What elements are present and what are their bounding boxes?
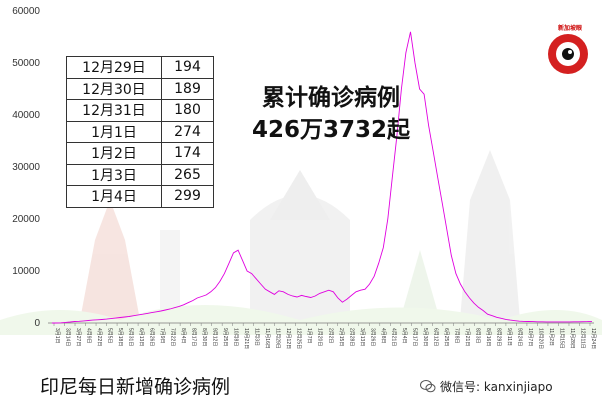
y-tick-label: 60000: [12, 6, 40, 17]
wechat-label: 微信号: kanxinjiapo: [440, 380, 553, 394]
x-tick-label: 12月11日: [579, 328, 585, 349]
x-tick-label: 7月9日: [159, 328, 165, 344]
y-tick-label: 10000: [12, 266, 40, 277]
x-tick-label: 8月3日: [474, 328, 480, 344]
x-tick-label: 6月12日: [432, 328, 438, 346]
x-tick-label: 11月29日: [275, 328, 281, 349]
table-cell-count: 189: [161, 77, 214, 100]
x-tick-label: 9月24日: [516, 328, 522, 346]
table-cell-date: 12月29日: [66, 56, 162, 79]
x-axis: 3月1日 3月14日 3月27日 4月9日 4月22日 5月5日 5月18日 5月31日 6月1…: [53, 323, 596, 349]
y-tick-label: 20000: [12, 214, 40, 225]
x-tick-label: 5月18日: [117, 328, 123, 346]
table-row: 1月3日 265: [66, 163, 214, 186]
x-tick-label: 11月3日: [254, 328, 260, 346]
table-cell-count: 180: [161, 99, 214, 122]
wechat-id: 微信号: kanxinjiapo: [420, 378, 553, 395]
x-tick-label: 10月20日: [537, 328, 543, 349]
table-cell-count: 299: [161, 185, 214, 208]
table-cell-date: 12月30日: [66, 77, 162, 100]
table-cell-date: 1月3日: [66, 163, 162, 186]
x-tick-label: 9月12日: [212, 328, 218, 346]
x-tick-label: 11月28日: [569, 328, 575, 349]
table-row: 1月1日 274: [66, 120, 214, 143]
table-cell-count: 274: [161, 120, 214, 143]
x-tick-label: 6月13日: [138, 328, 144, 346]
x-tick-label: 5月31日: [128, 328, 134, 346]
x-tick-label: 9月11日: [506, 328, 512, 346]
x-tick-label: 12月25日: [296, 328, 302, 349]
y-tick-label: 50000: [12, 58, 40, 69]
table-cell-date: 1月2日: [66, 142, 162, 165]
x-tick-label: 3月1日: [54, 328, 60, 344]
recent-cases-table: 12月29日 194 12月30日 189 12月31日 180 1月1日 274 1月2日 17…: [66, 56, 214, 208]
x-tick-label: 12月24日: [590, 328, 596, 349]
x-tick-label: 4月9日: [86, 328, 92, 344]
x-tick-label: 1月7日: [306, 328, 312, 344]
x-tick-label: 7月8日: [453, 328, 459, 344]
headline: 累计确诊病例 426万3732起: [236, 82, 426, 146]
table-row: 1月4日 299: [66, 185, 214, 208]
y-tick-label: 30000: [12, 162, 40, 173]
x-tick-label: 5月4日: [401, 328, 407, 344]
y-axis: 0 10000 20000 30000 40000 50000 60000: [12, 6, 594, 329]
x-tick-label: 9月25日: [222, 328, 228, 346]
x-tick-label: 5月5日: [107, 328, 113, 344]
x-tick-label: 3月14日: [65, 328, 71, 346]
x-tick-label: 5月17日: [411, 328, 417, 346]
headline-line1: 累计确诊病例: [262, 85, 400, 111]
table-cell-date: 12月31日: [66, 99, 162, 122]
table-cell-date: 1月1日: [66, 120, 162, 143]
x-tick-label: 12月12日: [285, 328, 291, 349]
x-tick-label: 7月21日: [464, 328, 470, 346]
x-tick-label: 10月21日: [243, 328, 249, 349]
x-tick-label: 8月17日: [191, 328, 197, 346]
table-row: 1月2日 174: [66, 142, 214, 165]
x-tick-label: 11月16日: [264, 328, 270, 349]
table-row: 12月31日 180: [66, 99, 214, 122]
x-tick-label: 6月25日: [443, 328, 449, 346]
chart-caption: 印尼每日新增确诊病例: [40, 376, 231, 398]
x-tick-label: 7月22日: [170, 328, 176, 346]
x-tick-label: 10月8日: [233, 328, 239, 346]
x-tick-label: 11月2日: [548, 328, 554, 346]
table-row: 12月29日 194: [66, 56, 214, 79]
y-tick-label: 0: [34, 318, 40, 329]
x-tick-label: 11月15日: [558, 328, 564, 349]
wechat-icon: [420, 380, 436, 393]
x-tick-label: 8月16日: [485, 328, 491, 346]
x-tick-label: 4月21日: [390, 328, 396, 346]
x-tick-label: 5月30日: [422, 328, 428, 346]
y-tick-label: 40000: [12, 110, 40, 121]
x-tick-label: 2月2日: [327, 328, 333, 344]
x-tick-label: 8月4日: [180, 328, 186, 344]
table-cell-count: 265: [161, 163, 214, 186]
x-tick-label: 3月26日: [369, 328, 375, 346]
x-tick-label: 6月26日: [149, 328, 155, 346]
series-line-new-cases: [52, 31, 593, 324]
logo: 新加坡眼: [548, 24, 588, 74]
x-tick-label: 8月29日: [495, 328, 501, 346]
x-tick-label: 4月8日: [380, 328, 386, 344]
x-tick-label: 2月28日: [348, 328, 354, 346]
x-tick-label: 10月7日: [527, 328, 533, 346]
x-tick-label: 4月22日: [96, 328, 102, 346]
table-cell-date: 1月4日: [66, 185, 162, 208]
x-tick-label: 3月13日: [359, 328, 365, 346]
table-cell-count: 174: [161, 142, 214, 165]
x-tick-label: 3月27日: [75, 328, 81, 346]
x-tick-label: 8月30日: [201, 328, 207, 346]
x-tick-label: 2月15日: [338, 328, 344, 346]
table-row: 12月30日 189: [66, 77, 214, 100]
logo-text: 新加坡眼: [558, 24, 582, 32]
x-tick-label: 1月20日: [317, 328, 323, 346]
headline-line2: 426万3732起: [251, 117, 411, 143]
table-cell-count: 194: [161, 56, 214, 79]
